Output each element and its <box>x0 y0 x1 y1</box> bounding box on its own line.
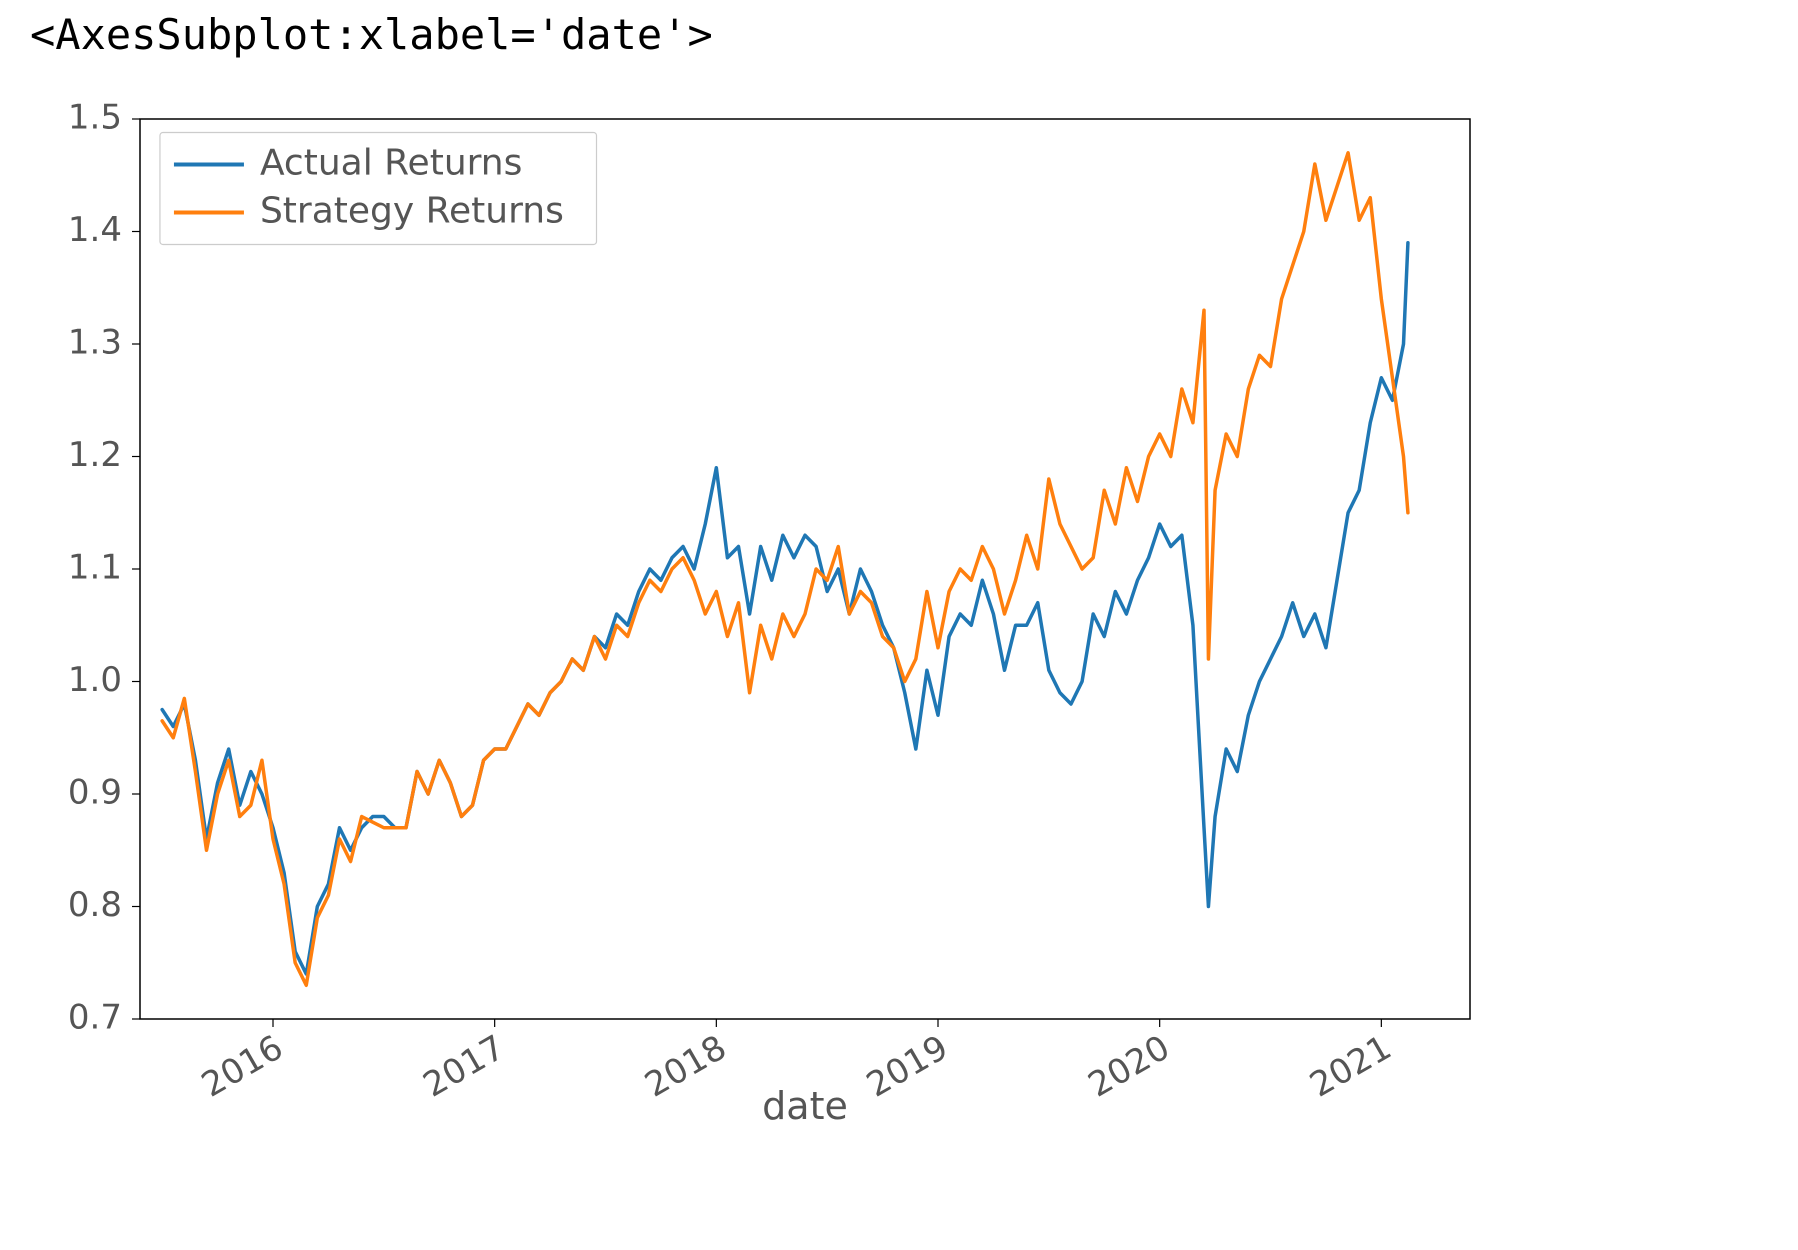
y-tick-label: 0.7 <box>68 998 122 1038</box>
legend-label: Actual Returns <box>260 143 522 184</box>
y-tick-label: 0.9 <box>68 773 122 813</box>
page-root: <AxesSubplot:xlabel='date'> 0.7 0.8 0.9 1.0… <box>0 0 1798 1250</box>
x-tick-label: 2020 <box>1082 1028 1177 1106</box>
y-tick-label: 1.0 <box>68 660 122 700</box>
x-tick-label: 2018 <box>638 1028 733 1106</box>
x-tick-label: 2017 <box>417 1028 512 1106</box>
plot-background <box>140 119 1470 1019</box>
x-tick-label: 2021 <box>1303 1028 1398 1106</box>
y-tick-label: 0.8 <box>68 885 122 925</box>
x-tick-label: 2019 <box>860 1028 955 1106</box>
y-tick-label: 1.2 <box>68 435 122 475</box>
x-tick-label: 2016 <box>195 1028 290 1106</box>
y-tick-label: 1.3 <box>68 323 122 363</box>
legend: Actual Returns Strategy Returns <box>160 133 597 245</box>
legend-label: Strategy Returns <box>260 191 564 232</box>
repr-output-line: <AxesSubplot:xlabel='date'> <box>30 10 1798 59</box>
y-tick-label: 1.4 <box>68 210 122 250</box>
y-tick-label: 1.5 <box>68 98 122 138</box>
line-chart: 0.7 0.8 0.9 1.0 1.1 1.2 1.3 1.4 1.5 2016 2017 2018 2… <box>30 89 1500 1139</box>
x-axis-label: date <box>762 1084 848 1128</box>
chart-container: 0.7 0.8 0.9 1.0 1.1 1.2 1.3 1.4 1.5 2016 2017 2018 2… <box>30 89 1798 1139</box>
y-tick-label: 1.1 <box>68 548 122 588</box>
